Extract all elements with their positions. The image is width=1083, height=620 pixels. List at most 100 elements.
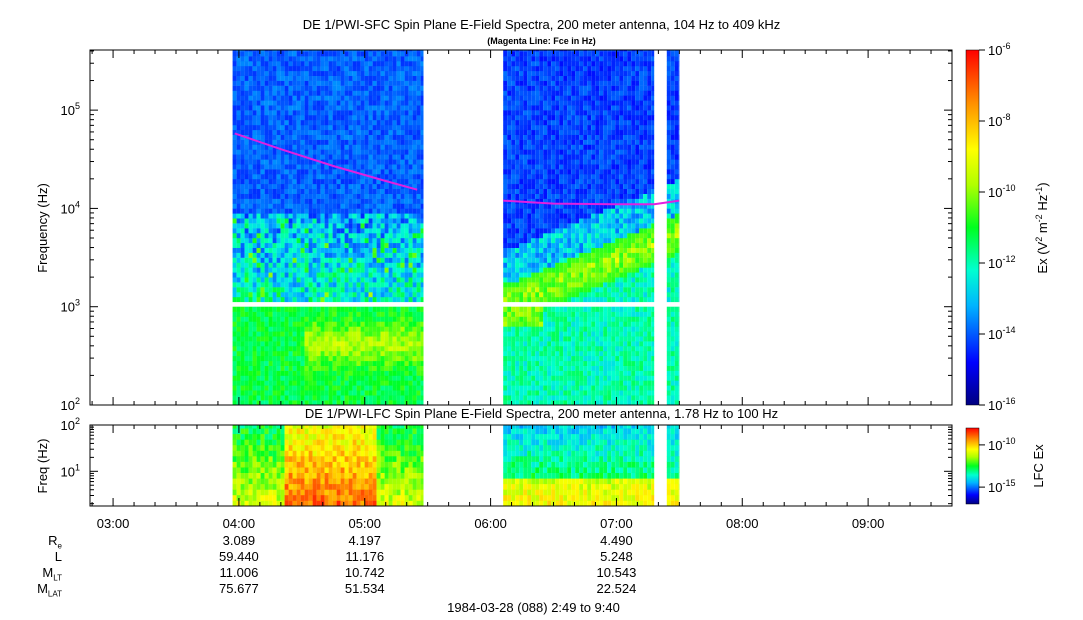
sfc-cell [511,237,516,244]
sfc-cell [264,139,269,145]
sfc-cell [519,65,524,72]
sfc-cell [348,262,353,268]
sfc-cell [256,169,261,175]
sfc-cell [408,120,413,126]
sfc-cell [352,203,357,209]
sfc-cell [344,267,349,273]
sfc-cell [579,257,584,263]
sfc-cell [260,65,265,72]
sfc-cell [583,311,588,317]
sfc-cell [535,183,540,189]
sfc-cell [404,203,409,209]
sfc-cell [416,390,421,396]
sfc-cell [535,321,540,327]
sfc-cell [284,346,289,352]
sfc-cell [280,129,285,135]
sfc-cell [336,51,341,57]
sfc-cell [264,203,269,209]
sfc-cell [579,400,584,405]
sfc-cell [356,233,361,239]
sfc-cell [364,149,369,155]
sfc-cell [515,355,520,362]
sfc-cell [348,164,353,170]
sfc-cell [264,100,269,106]
sfc-cell [268,188,273,194]
sfc-cell [296,257,301,263]
sfc-cell [539,390,544,396]
sfc-cell [240,257,245,263]
sfc-cell [236,247,241,253]
sfc-cell [292,242,297,248]
sfc-cell [567,208,572,214]
sfc-cell [380,51,385,57]
sfc-cell [404,169,409,175]
sfc-cell [240,164,245,170]
sfc-cell [392,70,397,76]
sfc-cell [396,218,401,224]
sfc-cell [563,100,568,106]
sfc-cell [332,395,337,401]
sfc-cell [240,262,245,268]
sfc-cell [288,50,293,52]
sfc-cell [547,400,552,405]
sfc-cell [519,61,524,67]
sfc-cell [400,178,405,185]
sfc-cell [284,120,289,126]
sfc-cell [248,51,253,57]
sfc-cell [360,306,365,312]
sfc-cell [268,262,273,268]
sfc-cell [511,70,516,76]
sfc-cell [571,139,576,145]
sfc-cell [356,252,361,258]
sfc-cell [360,267,365,273]
sfc-cell [328,51,333,57]
sfc-cell [507,115,512,121]
sfc-cell [280,262,285,268]
sfc-cell [420,277,424,283]
sfc-cell [284,110,289,116]
sfc-cell [336,237,341,244]
sfc-cell [248,233,253,239]
sfc-cell [543,105,548,111]
sfc-cell [551,331,556,337]
sfc-cell [332,237,337,244]
sfc-cell [312,218,317,224]
sfc-cell [300,159,305,165]
sfc-cell [559,154,564,160]
sfc-cell [515,95,520,101]
sfc-cell [364,400,369,405]
sfc-cell [260,277,265,283]
sfc-cell [579,380,584,386]
sfc-cell [507,139,512,145]
sfc-cell [344,341,349,347]
top-chart-subtitle: (Magenta Line: Fce in Hz) [487,36,596,46]
sfc-cell [515,120,520,126]
sfc-cell [336,159,341,165]
sfc-cell [527,346,532,352]
sfc-cell [376,296,381,303]
sfc-cell [515,316,520,322]
sfc-cell [232,61,237,67]
sfc-cell [320,188,325,194]
sfc-cell [360,164,365,170]
sfc-cell [503,311,508,317]
sfc-cell [260,95,265,101]
sfc-cell [268,75,273,81]
sfc-cell [511,164,516,170]
sfc-cell [256,218,261,224]
sfc-cell [539,105,544,111]
sfc-cell [543,164,548,170]
sfc-cell [288,242,293,248]
sfc-cell [404,208,409,214]
sfc-cell [559,178,564,185]
sfc-cell [340,350,345,357]
sfc-cell [256,51,261,57]
sfc-cell [388,139,393,145]
sfc-cell [356,154,361,160]
sfc-cell [408,169,413,175]
sfc-cell [531,105,536,111]
sfc-cell [276,375,281,381]
sfc-cell [328,183,333,189]
sfc-cell [324,287,329,293]
sfc-cell [296,346,301,352]
